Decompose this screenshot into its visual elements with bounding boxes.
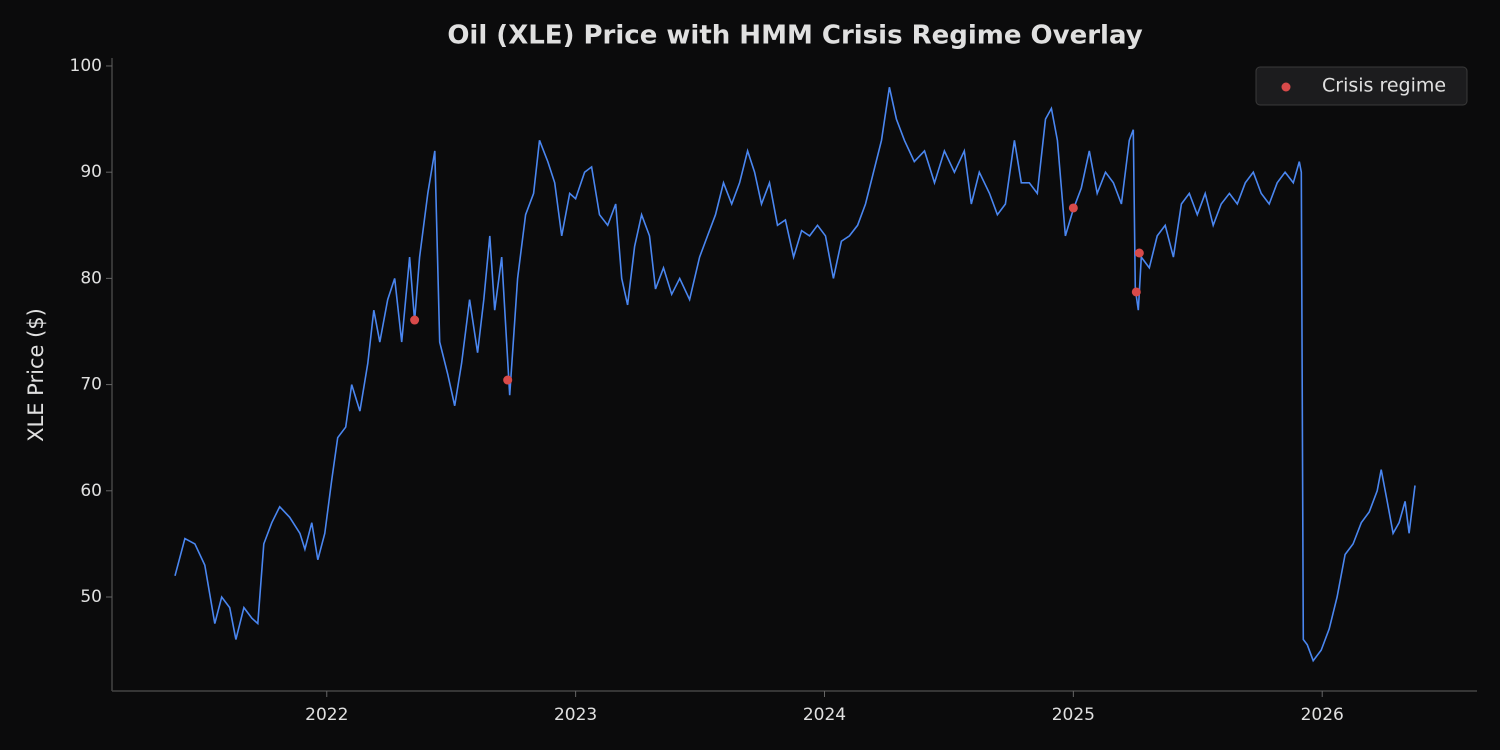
x-tick-label: 2025 bbox=[1052, 705, 1095, 725]
crisis-point bbox=[1134, 248, 1144, 258]
y-tick-label: 70 bbox=[80, 375, 102, 395]
price-line bbox=[174, 87, 1416, 663]
legend-label: Crisis regime bbox=[1322, 75, 1446, 97]
y-tick-label: 100 bbox=[70, 56, 102, 76]
crisis-point bbox=[410, 315, 420, 325]
y-tick-label: 50 bbox=[80, 587, 102, 607]
x-tick-label: 2023 bbox=[554, 705, 597, 725]
y-axis-label: XLE Price ($) bbox=[24, 308, 48, 442]
legend-marker bbox=[1281, 82, 1291, 92]
legend-box bbox=[1255, 66, 1468, 106]
crisis-point bbox=[1131, 287, 1141, 297]
chart-title: Oil (XLE) Price with HMM Crisis Regime O… bbox=[447, 21, 1142, 51]
x-tick-label: 2024 bbox=[803, 705, 846, 725]
legend: Crisis regime bbox=[1255, 66, 1468, 106]
y-tick-label: 60 bbox=[80, 481, 102, 501]
crisis-point bbox=[503, 375, 513, 385]
crisis-point bbox=[1068, 203, 1078, 213]
x-tick-label: 2026 bbox=[1301, 705, 1344, 725]
y-tick-label: 90 bbox=[80, 162, 102, 182]
x-tick-label: 2022 bbox=[305, 705, 348, 725]
y-tick-label: 80 bbox=[80, 268, 102, 288]
